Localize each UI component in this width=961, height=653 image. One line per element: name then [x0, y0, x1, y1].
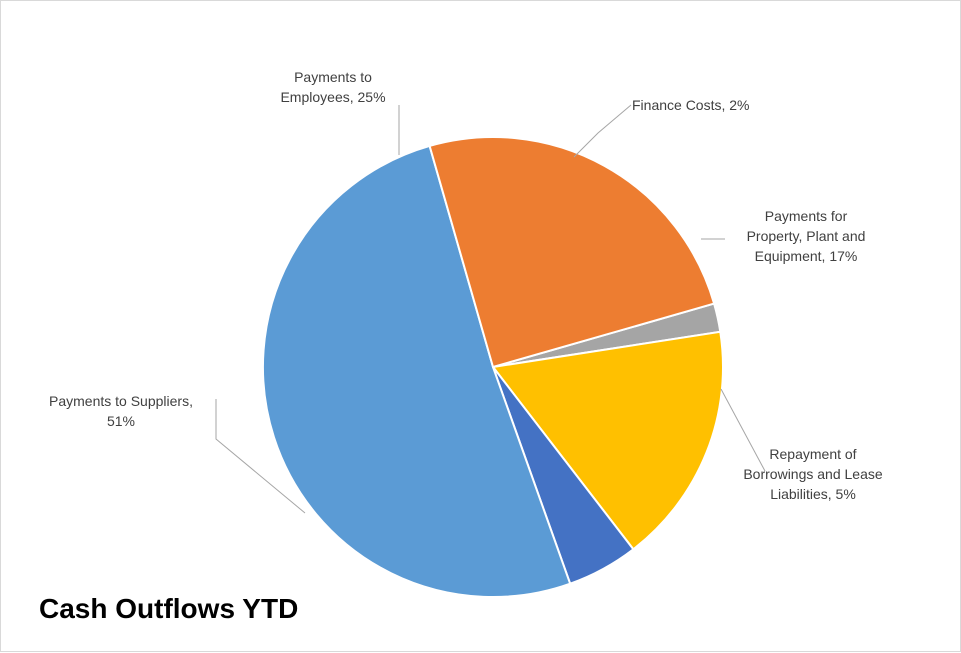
leader-line-suppliers: [215, 399, 306, 514]
chart-title: Cash Outflows YTD: [39, 593, 298, 624]
slice-employees: [428, 136, 716, 369]
data-label-property-plant-equipment: Payments for Property, Plant and Equipment…: [747, 208, 866, 264]
data-label-employees: Payments to Employees, 25%: [280, 69, 385, 105]
data-label-repayment-borrowings: Repayment of Borrowings and Lease Liabilit…: [743, 446, 883, 502]
data-label-finance-costs: Finance Costs, 2%: [632, 97, 750, 113]
pie-slices: [261, 136, 724, 598]
slice-labels: Finance Costs, 2% Payments for Property, P…: [49, 69, 883, 502]
leader-lines: [215, 104, 766, 514]
data-label-suppliers: Payments to Suppliers, 51%: [49, 393, 193, 429]
slice-property-plant-equipment: [491, 330, 724, 551]
leader-line-finance-costs: [573, 104, 632, 158]
slice-suppliers: [261, 144, 572, 598]
leader-line-repayment-borrowings: [720, 388, 766, 472]
